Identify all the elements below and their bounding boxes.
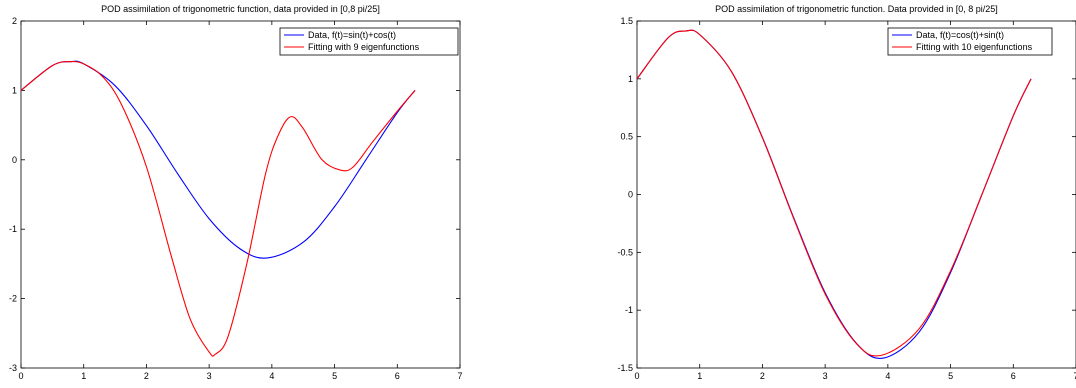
x-tick-label: 3 — [207, 371, 212, 381]
x-tick-label: 6 — [395, 371, 400, 381]
plot-frame — [20, 20, 461, 369]
legend-entry: Data, f(t)=sin(t)+cos(t) — [308, 30, 396, 40]
x-tick-label: 5 — [332, 371, 337, 381]
y-tick-label: 1 — [12, 85, 17, 95]
x-tick-label: 0 — [18, 371, 23, 381]
x-tick-label: 4 — [885, 371, 890, 381]
y-tick-label: 1.5 — [620, 16, 633, 26]
x-tick-label: 3 — [823, 371, 828, 381]
y-tick-label: 0 — [12, 155, 17, 165]
legend-entry: Fitting with 10 eigenfunctions — [916, 42, 1033, 52]
x-tick-label: 7 — [457, 371, 462, 381]
series-line-2 — [636, 29, 1032, 357]
x-tick-label: 7 — [1073, 371, 1076, 381]
chart-title: POD assimilation of trigonometric functi… — [715, 4, 998, 14]
y-tick-label: -3 — [9, 363, 17, 373]
x-tick-label: 5 — [948, 371, 953, 381]
plot-frame — [636, 20, 1076, 369]
y-tick-label: -1.5 — [617, 363, 633, 373]
legend-box — [887, 27, 1053, 56]
legend-entry: Fitting with 9 eigenfunctions — [308, 42, 420, 52]
y-tick-label: 1 — [628, 74, 633, 84]
x-tick-label: 4 — [269, 371, 274, 381]
x-tick-label: 2 — [760, 371, 765, 381]
x-tick-label: 1 — [697, 371, 702, 381]
series-line-2 — [20, 60, 416, 357]
legend-entry: Data, f(t)=cos(t)+sin(t) — [916, 30, 1004, 40]
x-tick-label: 0 — [634, 371, 639, 381]
legend: Data, f(t)=cos(t)+sin(t) Fitting with 10 … — [887, 27, 1053, 56]
y-tick-label: 2 — [12, 16, 17, 26]
y-tick-label: 0 — [628, 190, 633, 200]
chart-title: POD assimilation of trigonometric functi… — [101, 4, 380, 14]
chart-2: POD assimilation of trigonometric functi… — [617, 4, 1076, 381]
y-tick-label: -0.5 — [617, 247, 633, 257]
y-tick-label: -1 — [625, 305, 633, 315]
x-tick-label: 1 — [81, 371, 86, 381]
y-tick-label: -1 — [9, 224, 17, 234]
legend: Data, f(t)=sin(t)+cos(t) Fitting with 9 e… — [279, 27, 459, 56]
chart-1: POD assimilation of trigonometric functi… — [9, 4, 463, 381]
x-tick-label: 2 — [144, 371, 149, 381]
y-tick-label: -2 — [9, 294, 17, 304]
y-tick-label: 0.5 — [620, 132, 633, 142]
legend-box — [279, 27, 459, 56]
x-tick-label: 6 — [1011, 371, 1016, 381]
